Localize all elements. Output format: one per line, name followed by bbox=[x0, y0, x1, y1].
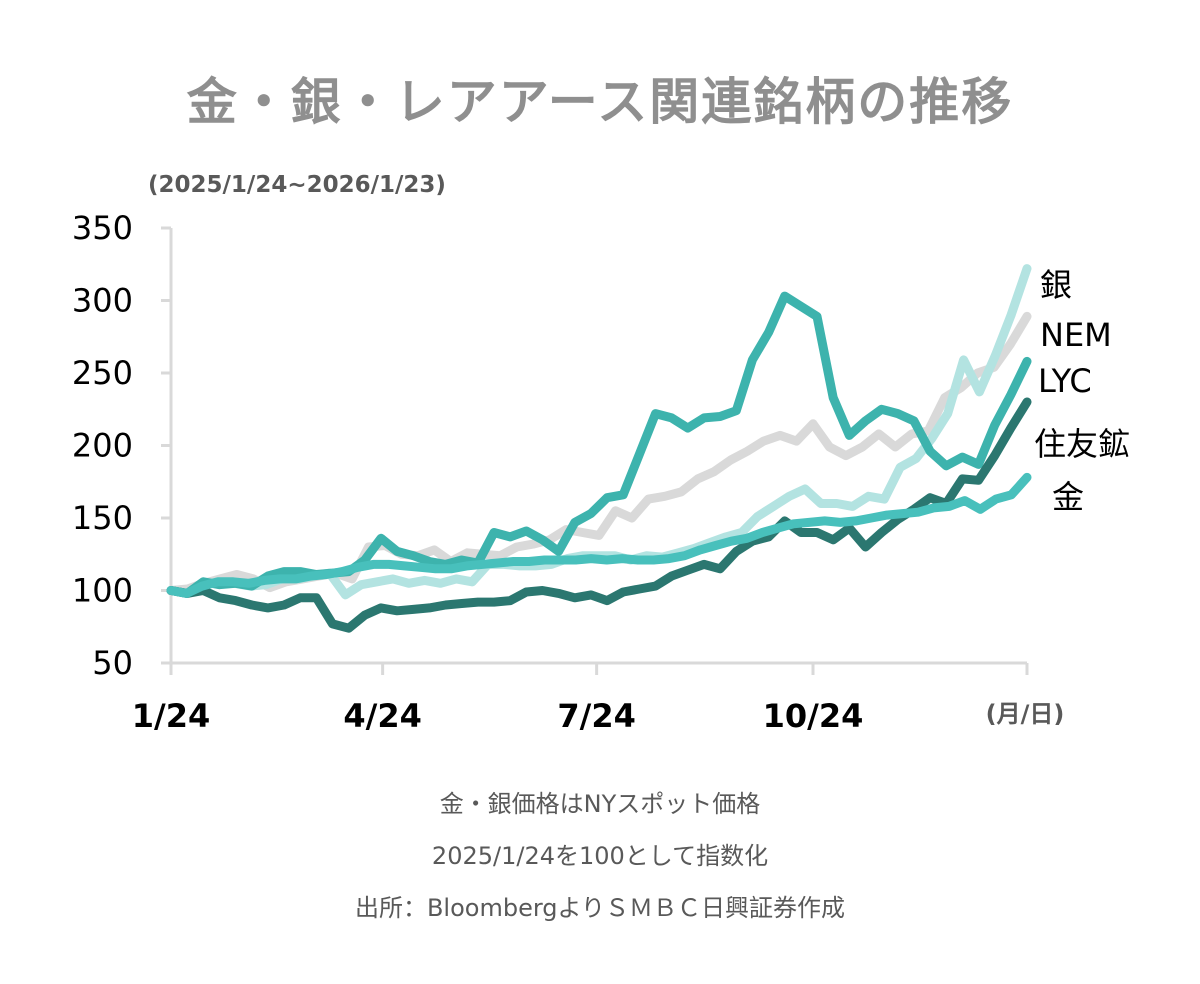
note-index-base: 2025/1/24を100として指数化 bbox=[431, 842, 769, 870]
y-tick-label: 250 bbox=[72, 354, 133, 392]
date-range-label: (2025/1/24~2026/1/23) bbox=[148, 172, 446, 198]
x-axis: 1/24 4/24 7/24 10/24 bbox=[132, 661, 1029, 735]
note-price-source: 金・銀価格はNYスポット価格 bbox=[439, 790, 761, 818]
x-tick-label: 4/24 bbox=[343, 697, 421, 735]
y-tick-label: 150 bbox=[72, 499, 133, 537]
y-axis: 50 100 150 200 250 300 350 bbox=[72, 209, 173, 682]
series-label-4: 金 bbox=[1052, 478, 1084, 516]
series-lines bbox=[166, 264, 1032, 633]
y-tick-label: 350 bbox=[72, 209, 133, 247]
y-tick-label: 200 bbox=[72, 427, 133, 465]
series-line-0 bbox=[166, 311, 1032, 595]
chart-title: 金・銀・レアアース関連銘柄の推移 bbox=[186, 73, 1014, 131]
series-label-1: 銀 bbox=[1040, 266, 1072, 304]
series-line-3 bbox=[166, 397, 1032, 633]
x-unit-label: (月/日) bbox=[986, 700, 1065, 728]
series-line-1 bbox=[166, 264, 1032, 600]
series-line-4 bbox=[166, 472, 1032, 598]
series-label-3: 住友鉱 bbox=[1034, 425, 1130, 463]
series-label-0: NEM bbox=[1040, 316, 1112, 354]
series-label-2: LYC bbox=[1038, 362, 1092, 400]
y-tick-label: 300 bbox=[72, 282, 133, 320]
y-tick-label: 50 bbox=[92, 644, 133, 682]
x-tick-label: 7/24 bbox=[557, 697, 635, 735]
note-source: 出所：BloombergよりＳＭＢＣ日興証券作成 bbox=[354, 894, 846, 922]
y-tick-label: 100 bbox=[72, 572, 133, 610]
x-tick-label: 10/24 bbox=[763, 697, 864, 735]
x-tick-label: 1/24 bbox=[132, 697, 210, 735]
